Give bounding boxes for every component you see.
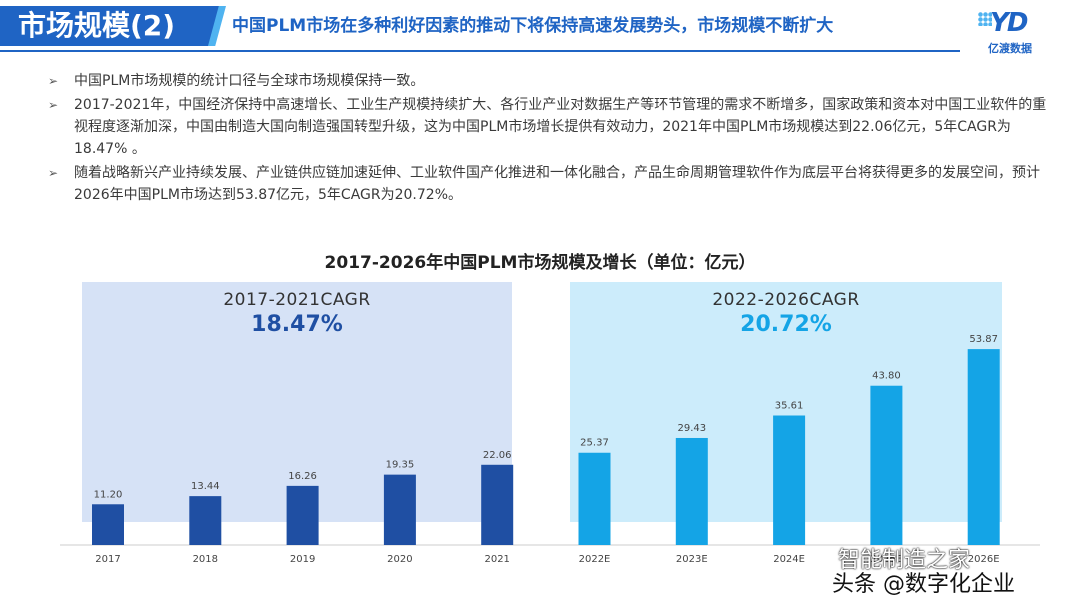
data-label: 25.37 xyxy=(580,438,609,449)
data-label: 29.43 xyxy=(677,423,706,434)
bar xyxy=(675,437,708,545)
x-tick-label: 2026E xyxy=(968,554,1000,565)
x-tick-label: 2021 xyxy=(484,554,509,565)
bar xyxy=(286,485,319,545)
x-tick-label: 2018 xyxy=(193,554,218,565)
logo-text: 亿渡数据 xyxy=(988,42,1032,55)
x-tick-label: 2022E xyxy=(579,554,611,565)
section-tag: 市场规模(2) xyxy=(0,6,222,46)
bar xyxy=(189,496,222,545)
x-tick-label: 2017 xyxy=(95,554,120,565)
bar xyxy=(383,474,416,545)
data-label: 22.06 xyxy=(483,450,512,461)
arrow-bullet-icon: ➢ xyxy=(48,166,59,180)
x-tick-label: 2024E xyxy=(773,554,805,565)
phase-panel-historical: 2017-2021CAGR 18.47% xyxy=(82,282,512,522)
data-label: 43.80 xyxy=(872,371,901,382)
logo-mark-icon: YD xyxy=(990,8,1028,38)
logo-dots-icon xyxy=(978,12,992,26)
data-label: 11.20 xyxy=(94,489,123,500)
bar xyxy=(870,385,903,545)
bullet-list: ➢ 中国PLM市场规模的统计口径与全球市场规模保持一致。 ➢ 2017-2021… xyxy=(48,70,1048,208)
arrow-bullet-icon: ➢ xyxy=(48,74,59,88)
bullet-item: ➢ 2017-2021年，中国经济保持中高速增长、工业生产规模持续扩大、各行业产… xyxy=(48,94,1048,160)
header-divider xyxy=(0,50,960,52)
data-label: 35.61 xyxy=(775,401,804,412)
bullet-text: 中国PLM市场规模的统计口径与全球市场规模保持一致。 xyxy=(74,73,425,89)
header: 市场规模(2) 中国PLM市场在多种利好因素的推动下将保持高速发展势头，市场规模… xyxy=(0,0,1080,62)
watermark-source: 头条 @数字化企业 xyxy=(832,572,1015,597)
bar xyxy=(773,415,806,545)
bullet-text: 随着战略新兴产业持续发展、产业链供应链加速延伸、工业软件国产化推进和一体化融合，… xyxy=(74,165,1040,203)
bullet-item: ➢ 随着战略新兴产业持续发展、产业链供应链加速延伸、工业软件国产化推进和一体化融… xyxy=(48,162,1048,206)
logo: YD 亿渡数据 xyxy=(978,8,1070,58)
chart-title: 2017-2026年中国PLM市场规模及增长（单位：亿元） xyxy=(324,253,756,273)
bullet-text: 2017-2021年，中国经济保持中高速增长、工业生产规模持续扩大、各行业产业对… xyxy=(74,97,1047,157)
bar xyxy=(92,504,124,545)
phase-cagr-label: 2022-2026CAGR xyxy=(712,290,860,310)
bar xyxy=(481,464,514,545)
page-title: 中国PLM市场在多种利好因素的推动下将保持高速发展势头，市场规模不断扩大 xyxy=(232,16,834,36)
bullet-item: ➢ 中国PLM市场规模的统计口径与全球市场规模保持一致。 xyxy=(48,70,1048,92)
data-label: 13.44 xyxy=(191,481,220,492)
bar xyxy=(967,349,1000,545)
x-tick-label: 2019 xyxy=(290,554,315,565)
phase-cagr-value: 18.47% xyxy=(251,312,343,337)
arrow-bullet-icon: ➢ xyxy=(48,98,59,112)
data-label: 16.26 xyxy=(288,471,317,482)
x-tick-label: 2025E xyxy=(871,554,903,565)
x-tick-label: 2020 xyxy=(387,554,412,565)
x-tick-label: 2023E xyxy=(676,554,708,565)
data-label: 19.35 xyxy=(386,460,415,471)
bar xyxy=(578,452,611,545)
phase-cagr-value: 20.72% xyxy=(740,312,832,337)
phase-cagr-label: 2017-2021CAGR xyxy=(223,290,371,310)
watermark-text: 智能制造之家 xyxy=(838,548,971,573)
data-label: 53.87 xyxy=(969,334,998,345)
